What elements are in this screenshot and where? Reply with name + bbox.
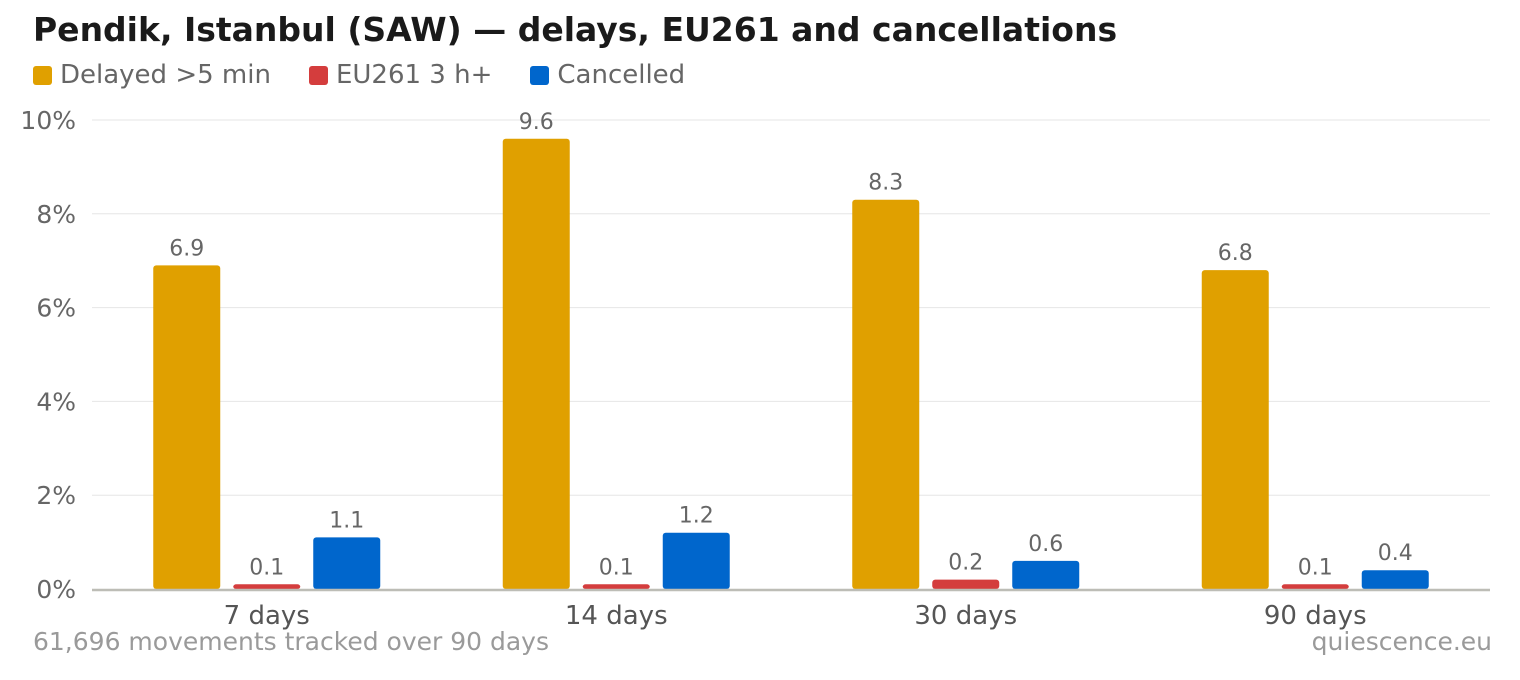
legend-label-delayed: Delayed >5 min bbox=[60, 60, 271, 90]
legend-swatch-delayed bbox=[33, 65, 52, 85]
y-tick-label: 4% bbox=[36, 387, 76, 416]
y-tick-label: 8% bbox=[36, 200, 76, 229]
bar bbox=[313, 537, 381, 589]
data-label: 0.1 bbox=[1298, 555, 1333, 580]
data-label: 0.2 bbox=[948, 551, 983, 576]
x-tick-label: 7 days bbox=[224, 601, 310, 631]
legend-item-delayed: Delayed >5 min bbox=[33, 60, 271, 90]
legend-swatch-cancelled bbox=[530, 65, 550, 85]
legend-item-cancelled: Cancelled bbox=[530, 60, 685, 90]
chart-title: Pendik, Istanbul (SAW) — delays, EU261 a… bbox=[33, 10, 1118, 49]
data-label: 0.1 bbox=[599, 555, 634, 580]
data-label: 1.1 bbox=[329, 508, 364, 533]
footer-source: quiescence.eu bbox=[1311, 627, 1492, 656]
bar bbox=[153, 265, 221, 589]
data-label: 8.3 bbox=[868, 171, 903, 196]
data-label: 0.6 bbox=[1028, 532, 1063, 557]
bar bbox=[1201, 270, 1269, 589]
data-label: 0.1 bbox=[249, 555, 284, 580]
x-tick-label: 30 days bbox=[914, 601, 1017, 631]
legend-swatch-eu261 bbox=[308, 65, 328, 85]
bar bbox=[932, 579, 1000, 589]
y-tick-label: 0% bbox=[36, 575, 76, 604]
data-label: 1.2 bbox=[679, 504, 714, 529]
legend-item-eu261: EU261 3 h+ bbox=[308, 60, 493, 90]
bar bbox=[582, 584, 650, 589]
bar bbox=[662, 532, 730, 589]
y-tick-label: 2% bbox=[36, 481, 76, 510]
legend: Delayed >5 min EU261 3 h+ Cancelled bbox=[33, 60, 723, 90]
legend-label-eu261: EU261 3 h+ bbox=[335, 60, 493, 90]
legend-label-cancelled: Cancelled bbox=[557, 60, 686, 90]
bar bbox=[1012, 560, 1080, 589]
data-label: 0.4 bbox=[1378, 541, 1413, 566]
bar bbox=[1361, 570, 1429, 589]
bar bbox=[233, 584, 301, 589]
data-label: 6.9 bbox=[169, 236, 204, 261]
x-tick-label: 14 days bbox=[565, 601, 668, 631]
y-tick-label: 6% bbox=[36, 294, 76, 323]
data-label: 9.6 bbox=[519, 110, 554, 135]
bar bbox=[502, 138, 570, 589]
footer-note: 61,696 movements tracked over 90 days bbox=[33, 627, 549, 656]
y-tick-label: 10% bbox=[20, 106, 76, 135]
bar bbox=[852, 199, 920, 590]
x-tick-label: 90 days bbox=[1264, 601, 1367, 631]
data-label: 6.8 bbox=[1218, 241, 1253, 266]
bar bbox=[1281, 584, 1349, 589]
